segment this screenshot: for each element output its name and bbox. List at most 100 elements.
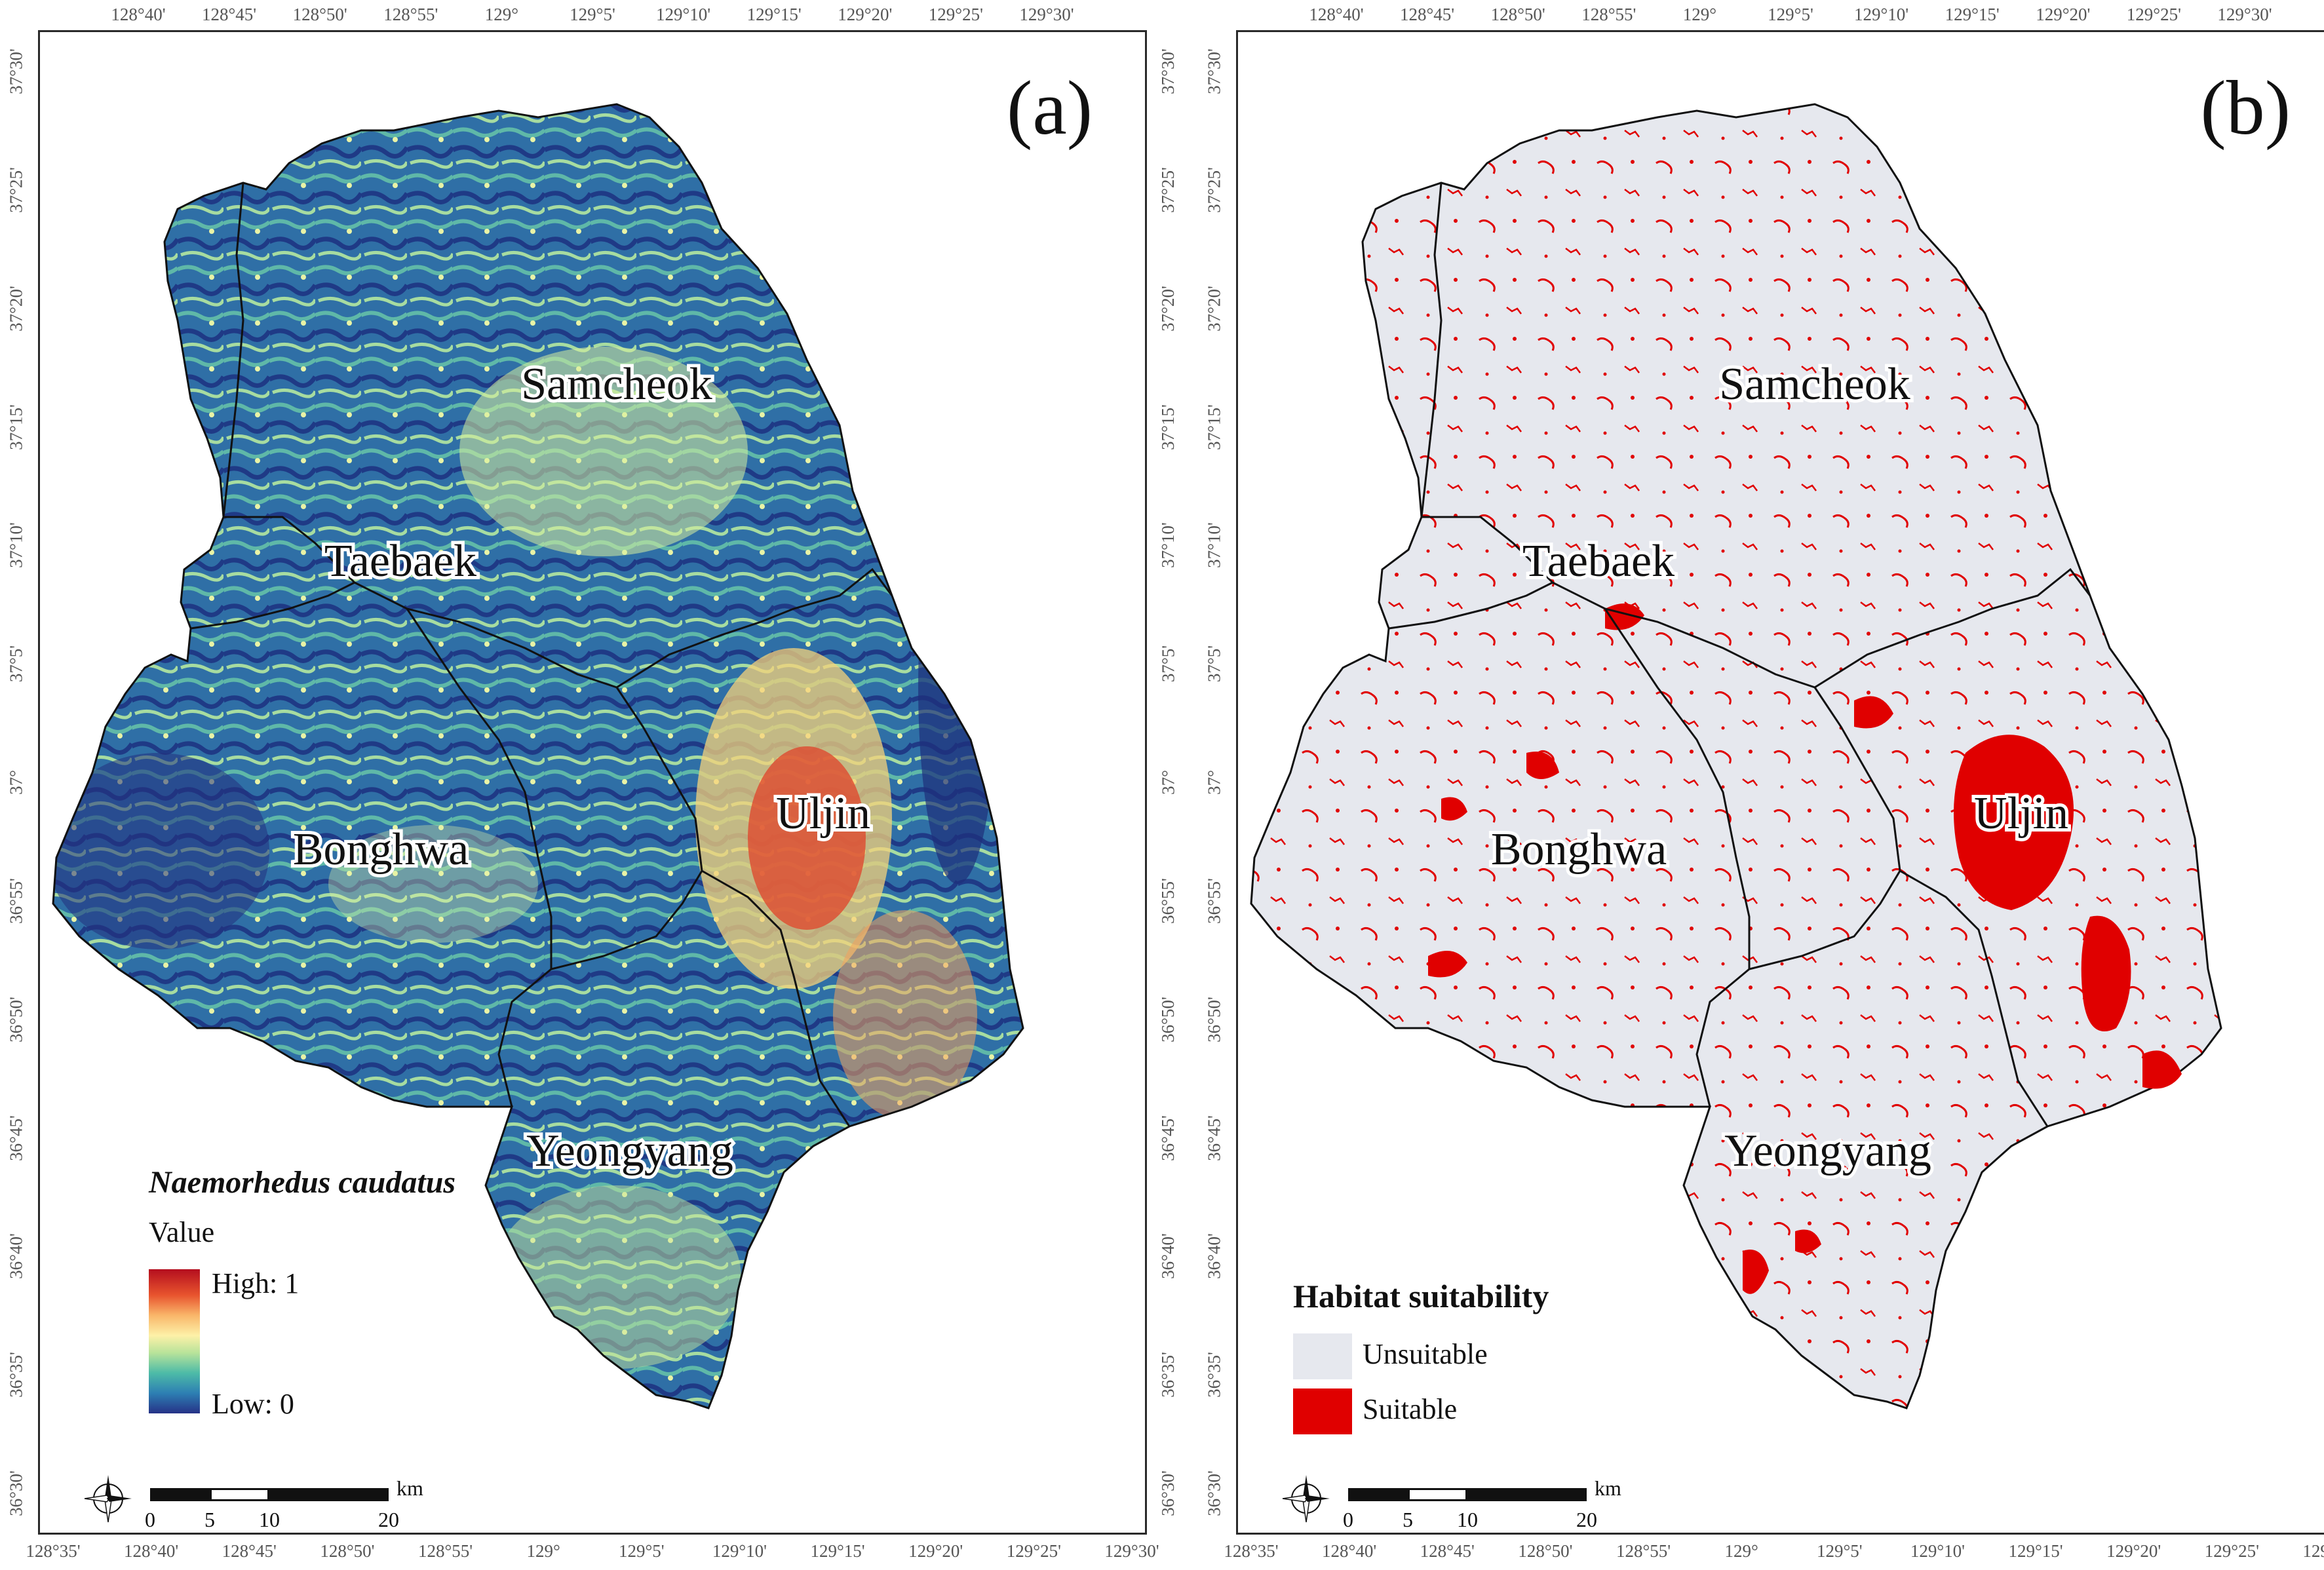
left-tick-label: 37°15' bbox=[6, 404, 26, 450]
bottom-tick-label: 129° bbox=[526, 1541, 560, 1561]
county-boundaries bbox=[1388, 182, 2091, 1127]
region-label-samcheok: Samcheok bbox=[521, 359, 712, 410]
top-tick-label: 129°10' bbox=[1854, 5, 1909, 24]
left-tick-label: 37°25' bbox=[1204, 166, 1224, 213]
left-tick-label: 36°55' bbox=[6, 877, 26, 924]
top-tick-label: 129°25' bbox=[2126, 5, 2181, 24]
left-tick-label: 37° bbox=[1204, 770, 1224, 795]
scale-label-20: 20 bbox=[378, 1508, 399, 1531]
scale-label-10: 10 bbox=[259, 1508, 280, 1531]
right-tick-label: 36°55' bbox=[1158, 877, 1178, 924]
scale-label-5: 5 bbox=[1403, 1508, 1413, 1531]
right-tick-label: 37°25' bbox=[1158, 166, 1178, 213]
left-tick-label: 36°45' bbox=[6, 1115, 26, 1161]
bottom-tick-label: 129°5' bbox=[618, 1541, 665, 1561]
north-arrow-compass-icon bbox=[84, 1475, 132, 1523]
legend-value-label: Value bbox=[149, 1216, 215, 1248]
top-tick-label: 129°5' bbox=[1768, 5, 1813, 24]
left-tick-label: 36°50' bbox=[1204, 996, 1224, 1043]
top-tick-label: 129° bbox=[484, 5, 519, 24]
region-label-uljin: Uljin bbox=[1974, 788, 2068, 839]
legend-label-suitable: Suitable bbox=[1363, 1393, 1458, 1425]
top-tick-label: 129°20' bbox=[2036, 5, 2091, 24]
bottom-tick-label: 128°40' bbox=[1322, 1541, 1377, 1561]
bottom-tick-label: 129°10' bbox=[712, 1541, 767, 1561]
bottom-tick-label: 129°25' bbox=[1006, 1541, 1061, 1561]
top-tick-label: 128°50' bbox=[1490, 5, 1545, 24]
scale-label-0: 0 bbox=[1343, 1508, 1353, 1531]
left-tick-label: 37°30' bbox=[6, 48, 26, 94]
bottom-tick-label: 129°15' bbox=[810, 1541, 865, 1561]
top-tick-label: 129° bbox=[1682, 5, 1717, 24]
left-tick-label: 37°20' bbox=[1204, 285, 1224, 332]
right-tick-label: 37°20' bbox=[1158, 285, 1178, 332]
bottom-tick-label: 128°35' bbox=[26, 1541, 81, 1561]
scale-unit: km bbox=[1595, 1476, 1621, 1500]
top-tick-label: 128°45' bbox=[202, 5, 257, 24]
right-tick-label: 37°15' bbox=[1158, 404, 1178, 450]
left-tick-label: 36°45' bbox=[1204, 1115, 1224, 1161]
panel-letter: (a) bbox=[1007, 65, 1093, 151]
right-tick-label: 36°45' bbox=[1158, 1115, 1178, 1161]
legend-swatch-unsuitable bbox=[1293, 1333, 1352, 1379]
study-area-outline bbox=[52, 103, 1024, 1409]
top-tick-label: 129°20' bbox=[838, 5, 893, 24]
panel-letter: (b) bbox=[2200, 65, 2291, 151]
bottom-tick-label: 129°30' bbox=[2302, 1541, 2324, 1561]
top-tick-label: 129°10' bbox=[656, 5, 711, 24]
region-labels: Samcheok Taebaek Uljin Bonghwa Yeongyang bbox=[290, 356, 874, 1179]
top-tick-label: 128°55' bbox=[1581, 5, 1636, 24]
left-tick-label: 36°30' bbox=[1204, 1470, 1224, 1516]
panel-b-habitat-suitability-map: 128°40' 128°45' 128°50' 128°55' 129° 129°5' 12… bbox=[1205, 5, 2324, 1561]
bottom-tick-label: 129°10' bbox=[1910, 1541, 1966, 1561]
legend-low-label: Low: 0 bbox=[212, 1388, 294, 1420]
binary-suitability-map: Samcheok Taebaek Uljin Bonghwa Yeongyang bbox=[1250, 103, 2222, 1409]
legend-label-unsuitable: Unsuitable bbox=[1363, 1338, 1488, 1370]
top-tick-label: 129°15' bbox=[746, 5, 802, 24]
legend-high-label: High: 1 bbox=[212, 1267, 300, 1299]
bottom-tick-label: 129° bbox=[1724, 1541, 1758, 1561]
right-tick-label: 37°5' bbox=[1158, 645, 1178, 683]
right-tick-label: 37°10' bbox=[1158, 522, 1178, 569]
scale-label-20: 20 bbox=[1576, 1508, 1597, 1531]
top-tick-label: 128°55' bbox=[383, 5, 438, 24]
bottom-tick-label: 128°45' bbox=[222, 1541, 277, 1561]
region-label-yeongyang: Yeongyang bbox=[526, 1126, 733, 1176]
bottom-tick-label: 128°40' bbox=[124, 1541, 179, 1561]
left-tick-label: 37°10' bbox=[6, 522, 26, 569]
top-tick-label: 129°30' bbox=[1019, 5, 1074, 24]
bottom-tick-label: 129°30' bbox=[1104, 1541, 1159, 1561]
left-tick-label: 36°50' bbox=[6, 996, 26, 1043]
legend-swatch-suitable bbox=[1293, 1388, 1352, 1434]
top-tick-label: 129°5' bbox=[570, 5, 615, 24]
top-tick-label: 129°25' bbox=[928, 5, 983, 24]
top-tick-label: 128°45' bbox=[1400, 5, 1455, 24]
top-tick-label: 129°30' bbox=[2217, 5, 2272, 24]
top-tick-label: 128°40' bbox=[111, 5, 166, 24]
top-tick-label: 128°50' bbox=[292, 5, 347, 24]
region-label-samcheok: Samcheok bbox=[1719, 359, 1910, 410]
region-label-taebaek: Taebaek bbox=[324, 536, 476, 586]
legend-species-title: Naemorhedus caudatus bbox=[149, 1165, 456, 1200]
bottom-tick-label: 128°50' bbox=[320, 1541, 375, 1561]
legend-color-ramp bbox=[149, 1269, 200, 1413]
right-tick-label: 37°30' bbox=[1158, 48, 1178, 94]
right-tick-label: 36°35' bbox=[1158, 1352, 1178, 1398]
left-tick-label: 37°30' bbox=[1204, 48, 1224, 94]
bottom-tick-label: 129°25' bbox=[2204, 1541, 2259, 1561]
bottom-tick-label: 129°20' bbox=[2106, 1541, 2161, 1561]
bottom-tick-label: 128°35' bbox=[1224, 1541, 1279, 1561]
bottom-tick-label: 128°55' bbox=[417, 1541, 473, 1561]
bottom-tick-label: 129°15' bbox=[2008, 1541, 2063, 1561]
right-tick-label: 36°40' bbox=[1158, 1233, 1178, 1280]
continuous-suitability-map: Samcheok Taebaek Uljin Bonghwa Yeongyang bbox=[52, 103, 1024, 1409]
left-tick-label: 37°5' bbox=[6, 645, 26, 683]
left-tick-label: 36°55' bbox=[1204, 877, 1224, 924]
legend-habitat-title: Habitat suitability bbox=[1293, 1278, 1549, 1314]
left-tick-label: 37°15' bbox=[1204, 404, 1224, 450]
region-label-bonghwa: Bonghwa bbox=[293, 824, 469, 875]
region-label-uljin: Uljin bbox=[776, 788, 870, 839]
region-labels: Samcheok Taebaek Uljin Bonghwa Yeongyang bbox=[1488, 356, 2072, 1179]
left-tick-label: 37°20' bbox=[6, 285, 26, 332]
bottom-tick-label: 128°55' bbox=[1616, 1541, 1671, 1561]
